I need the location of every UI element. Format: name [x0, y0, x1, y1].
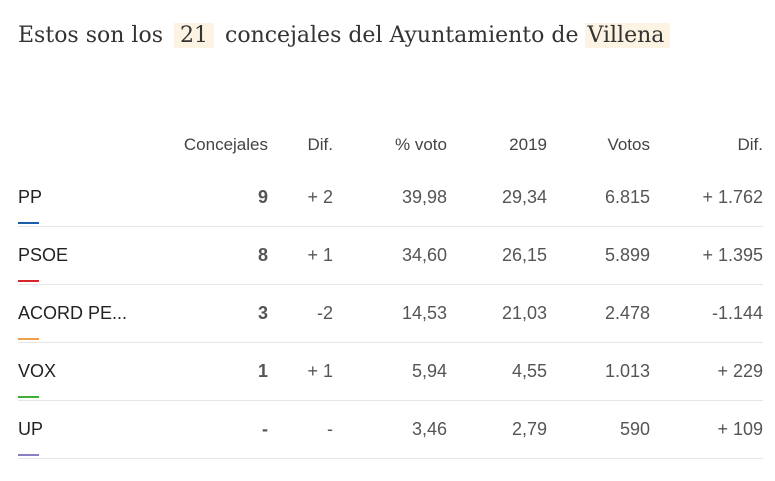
header-party: [18, 121, 168, 169]
party-color-bar: [18, 222, 39, 224]
seats-diff-value: + 1: [268, 342, 333, 401]
votes-diff-value: + 1.395: [650, 226, 763, 285]
party-color-bar: [18, 396, 39, 398]
votes-value: 6.815: [547, 169, 650, 227]
party-color-bar: [18, 338, 39, 340]
party-cell: PP: [18, 169, 168, 227]
table-header-row: Concejales Dif. % voto 2019 Votos Dif.: [18, 121, 763, 169]
headline-prefix: Estos son los: [18, 23, 163, 48]
votes-value: 2.478: [547, 284, 650, 343]
prev-pct-value: 4,55: [447, 342, 547, 401]
seats-value: 3: [168, 284, 268, 343]
vote-pct-value: 34,60: [333, 226, 447, 285]
party-color-bar: [18, 280, 39, 282]
party-color-bar: [18, 454, 39, 456]
table-row: UP - -3,46 2,79 590 + 109: [18, 400, 763, 459]
party-name: VOX: [18, 361, 57, 381]
table-row: VOX 1 + 1 5,94 4,55 1.013 + 229: [18, 342, 763, 401]
party-name: UP: [18, 419, 44, 439]
votes-value: 1.013: [547, 342, 650, 401]
votes-diff-value: + 1.762: [650, 169, 763, 227]
prev-pct-value: 26,15: [447, 226, 547, 285]
header-prev-year: 2019: [509, 135, 547, 154]
party-cell: ACORD PE...: [18, 284, 168, 343]
prev-pct-value: 29,34: [447, 169, 547, 227]
vote-pct-value: 14,53: [333, 284, 447, 343]
party-cell: UP: [18, 400, 168, 459]
seats-diff-value: + 2: [268, 169, 333, 227]
town-name: Villena: [585, 23, 671, 48]
header-vote-pct: % voto: [395, 135, 447, 154]
seats-value: 9: [168, 169, 268, 227]
prev-pct-value: 2,79: [447, 400, 547, 459]
votes-value: 5.899: [547, 226, 650, 285]
table-row: PP 9 + 2 39,98 29,34 6.815 + 1.762: [18, 169, 763, 227]
header-votes: Votos: [607, 135, 650, 154]
header-seats: Concejales: [183, 135, 268, 154]
prev-pct-value: 21,03: [447, 284, 547, 343]
seats-diff-value: + 1: [268, 226, 333, 285]
vote-pct-value: 3,46: [333, 400, 447, 459]
votes-diff-value: + 109: [650, 400, 763, 459]
seats-value: -: [168, 400, 268, 459]
votes-value: 590: [547, 400, 650, 459]
results-table: Concejales Dif. % voto 2019 Votos Dif. P…: [18, 121, 763, 459]
councillor-count: 21: [174, 23, 214, 48]
party-name: PSOE: [18, 245, 69, 265]
header-votes-diff: Dif.: [737, 135, 764, 154]
party-cell: PSOE: [18, 226, 168, 285]
headline-middle: concejales del Ayuntamiento de: [225, 23, 579, 48]
headline: Estos son los 21 concejales del Ayuntami…: [18, 20, 671, 52]
seats-value: 1: [168, 342, 268, 401]
vote-pct-value: 5,94: [333, 342, 447, 401]
votes-diff-value: + 229: [650, 342, 763, 401]
party-name: PP: [18, 187, 43, 207]
party-cell: VOX: [18, 342, 168, 401]
table-row: ACORD PE... 3 -2 14,53 21,03 2.478 -1.144: [18, 284, 763, 343]
seats-value: 8: [168, 226, 268, 285]
party-name: ACORD PE...: [18, 303, 128, 323]
header-seats-diff: Dif.: [307, 135, 334, 154]
vote-pct-value: 39,98: [333, 169, 447, 227]
seats-diff-value: -: [268, 400, 333, 459]
votes-diff-value: -1.144: [650, 284, 763, 343]
table-row: PSOE 8 + 1 34,60 26,15 5.899 + 1.395: [18, 226, 763, 285]
seats-diff-value: -2: [268, 284, 333, 343]
